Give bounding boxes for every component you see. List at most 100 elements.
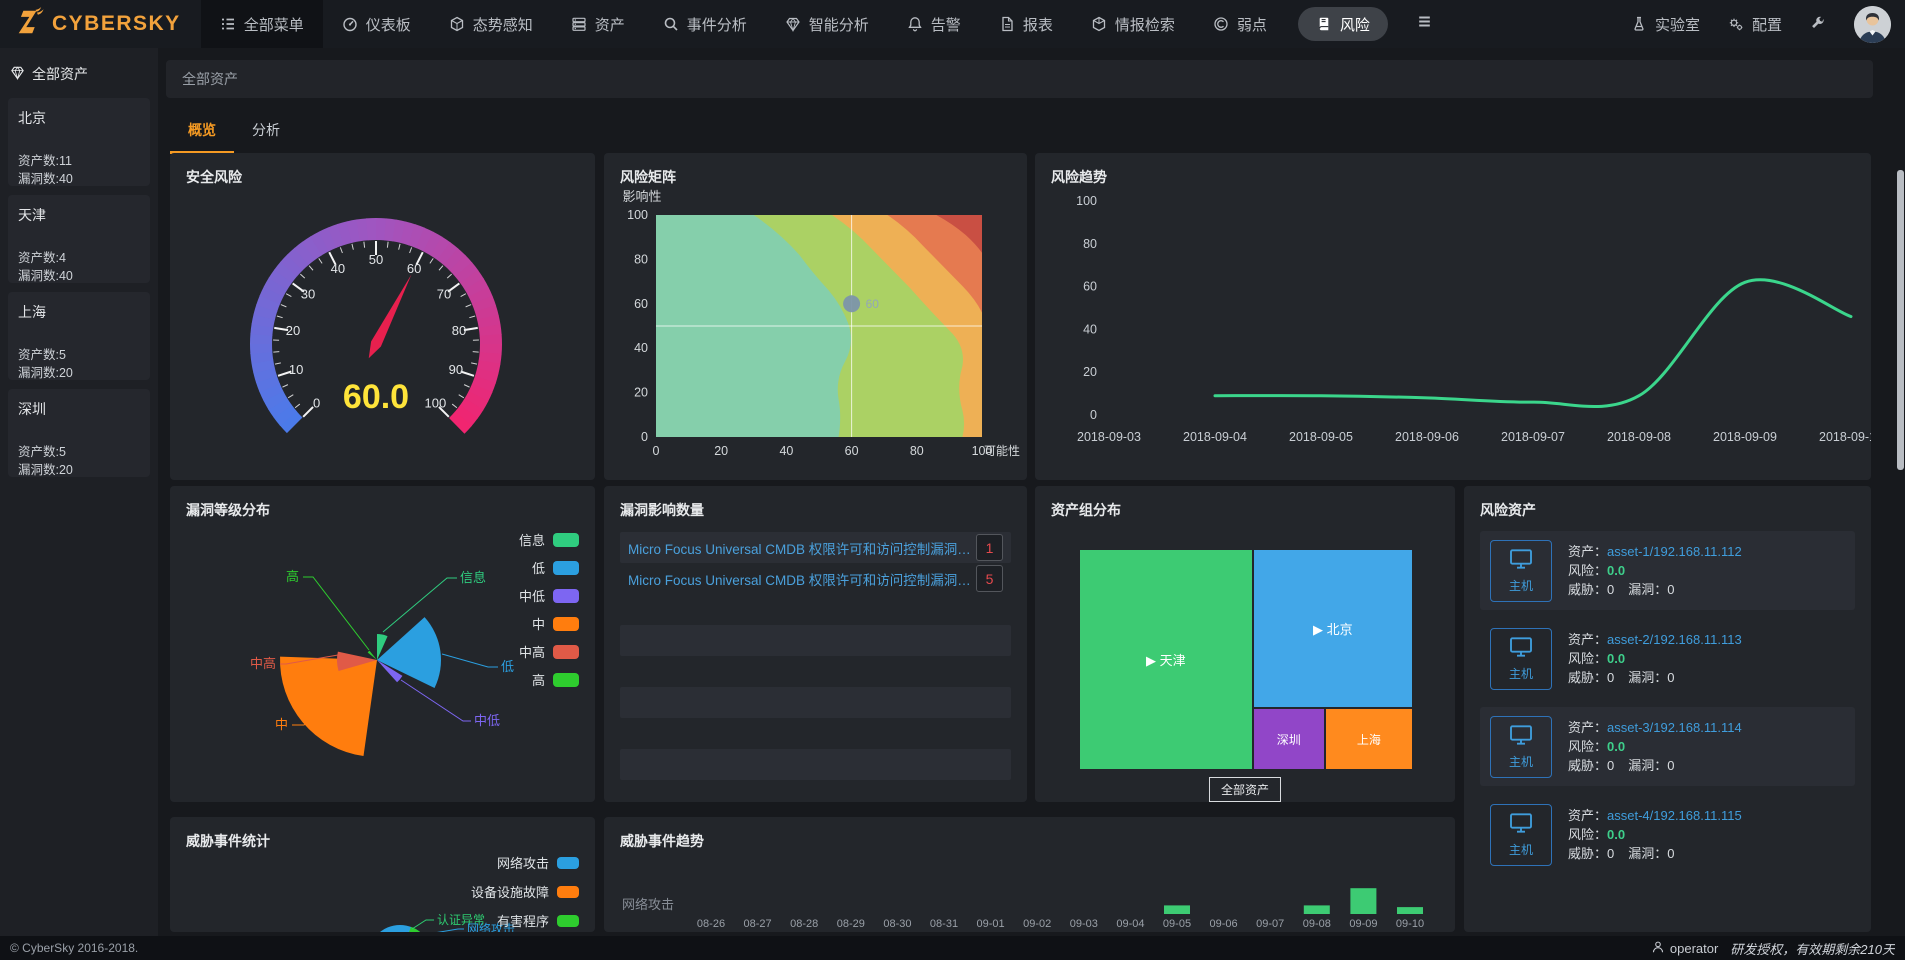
nav-item-lab[interactable]: 实验室 — [1631, 14, 1700, 35]
legend-item-信息[interactable]: 信息 — [519, 530, 579, 549]
svg-text:信息: 信息 — [460, 570, 486, 585]
svg-text:100: 100 — [627, 208, 648, 222]
group-name: 天津 — [18, 207, 46, 223]
treemap-node-北京[interactable]: ▶ 北京 — [1252, 549, 1413, 709]
legend-item-网络攻击[interactable]: 网络攻击 — [497, 853, 579, 872]
sidebar-group-天津[interactable]: 天津 资产数:4 漏洞数:40 — [8, 195, 150, 283]
legend-item-低[interactable]: 低 — [532, 558, 579, 577]
nav-item-情报检索[interactable]: 情报检索 — [1072, 0, 1194, 48]
more-menu-button[interactable] — [1400, 0, 1449, 48]
breadcrumb: 全部资产 — [166, 60, 1873, 98]
svg-text:60: 60 — [866, 297, 880, 311]
sidebar-group-深圳[interactable]: 深圳 资产数:5 漏洞数:20 — [8, 389, 150, 477]
asset-label: 资产： — [1568, 808, 1608, 823]
svg-text:高: 高 — [286, 569, 299, 584]
nav-item-弱点[interactable]: 弱点 — [1194, 0, 1286, 48]
tab-概览[interactable]: 概览 — [170, 110, 234, 154]
svg-text:0: 0 — [653, 444, 660, 458]
treemap-node-天津[interactable]: ▶ 天津 — [1079, 549, 1253, 770]
svg-text:09-10: 09-10 — [1396, 918, 1424, 930]
legend-color-chip — [557, 914, 579, 927]
svg-text:80: 80 — [452, 323, 466, 338]
treemap-right-column: ▶ 北京 深圳 上海 — [1252, 549, 1413, 770]
asset-name-line: 资产：asset-1/192.168.11.112 — [1568, 542, 1742, 561]
vuln-impact-row: Micro Focus Universal CMDB 权限许可和访问控制漏洞5.… — [620, 532, 1011, 563]
asset-risk-line: 风险：0.0 — [1568, 561, 1742, 580]
host-icon-box[interactable]: 主机 — [1490, 627, 1552, 690]
legend-color-chip — [553, 560, 579, 575]
host-icon-box[interactable]: 主机 — [1490, 803, 1552, 866]
nav-item-告警[interactable]: 告警 — [888, 0, 980, 48]
wrench-tool-button[interactable] — [1810, 16, 1826, 32]
vuln-impact-row — [620, 749, 1011, 780]
nav-item-全部菜单[interactable]: 全部菜单 — [200, 0, 323, 48]
logo[interactable]: CYBERSKY — [0, 6, 201, 42]
host-icon-box[interactable]: 主机 — [1490, 539, 1552, 602]
group-vuln-count: 漏洞数:40 — [18, 269, 73, 283]
asset-name-link[interactable]: asset-4/192.168.11.115 — [1607, 808, 1742, 823]
asset-name-link[interactable]: asset-2/192.168.11.113 — [1607, 632, 1742, 647]
asset-name-link[interactable]: asset-1/192.168.11.112 — [1607, 544, 1742, 559]
nav-item-label: 报表 — [1022, 16, 1053, 34]
svg-text:09-04: 09-04 — [1116, 918, 1144, 930]
treemap-node-label: 上海 — [1356, 732, 1381, 747]
risk-value: 0.0 — [1607, 651, 1626, 666]
svg-text:2018-09-10: 2018-09-10 — [1819, 430, 1871, 444]
user-avatar[interactable] — [1854, 5, 1891, 43]
nav-item-label: 事件分析 — [686, 16, 747, 34]
scrollbar-thumb[interactable] — [1897, 170, 1904, 470]
svg-text:20: 20 — [714, 444, 728, 458]
vuln-link[interactable]: Micro Focus Universal CMDB 权限许可和访问控制漏洞7.… — [628, 572, 976, 588]
vuln-value: 0 — [1667, 846, 1675, 861]
nav-item-智能分析[interactable]: 智能分析 — [766, 0, 888, 48]
asset-info: 资产：asset-4/192.168.11.115 风险：0.0 威胁：0 漏洞：0 — [1568, 806, 1742, 863]
legend-item-中高[interactable]: 中高 — [519, 642, 579, 661]
vuln-impact-row: Micro Focus Universal CMDB 权限许可和访问控制漏洞7.… — [620, 563, 1011, 594]
group-name: 深圳 — [18, 401, 46, 417]
host-icon-box[interactable]: 主机 — [1490, 715, 1552, 778]
legend-item-中低[interactable]: 中低 — [519, 586, 579, 605]
nav-item-事件分析[interactable]: 事件分析 — [644, 0, 766, 48]
group-vuln-count: 漏洞数:20 — [18, 366, 73, 380]
sidebar-group-北京[interactable]: 北京 资产数:11 漏洞数:40 — [8, 98, 150, 186]
situation-cube-icon — [449, 16, 465, 32]
treemap-node-上海[interactable]: 上海 — [1324, 708, 1413, 770]
vuln-value: 0 — [1667, 758, 1675, 773]
legend-item-有害程序[interactable]: 有害程序 — [497, 911, 579, 930]
footer-user[interactable]: operator — [1651, 940, 1718, 957]
treemap-all-assets-button[interactable]: 全部资产 — [1208, 777, 1282, 802]
svg-text:10: 10 — [289, 362, 303, 377]
treemap-node-深圳[interactable]: 深圳 — [1252, 708, 1325, 770]
vuln-impact-row — [620, 625, 1011, 656]
asset-name-link[interactable]: asset-3/192.168.11.114 — [1607, 720, 1742, 735]
asset-risk-line: 风险：0.0 — [1568, 649, 1742, 668]
nav-item-config[interactable]: 配置 — [1728, 14, 1782, 35]
legend-item-高[interactable]: 高 — [532, 670, 579, 689]
vuln-link[interactable]: Micro Focus Universal CMDB 权限许可和访问控制漏洞5.… — [628, 541, 976, 557]
nav-item-label: 情报检索 — [1114, 16, 1175, 34]
legend-item-设备设施故障[interactable]: 设备设施故障 — [471, 882, 579, 901]
svg-text:08-31: 08-31 — [930, 918, 958, 930]
vuln-impact-row — [620, 594, 1011, 625]
tab-分析[interactable]: 分析 — [252, 122, 280, 138]
vuln-label: 漏洞： — [1628, 670, 1668, 685]
legend-label: 有害程序 — [496, 914, 549, 929]
risk-asset-row: 主机 资产：asset-3/192.168.11.114 风险：0.0 威胁：0 漏洞：… — [1480, 707, 1855, 786]
svg-text:0: 0 — [1090, 408, 1097, 422]
nav-item-报表[interactable]: 报表 — [980, 0, 1072, 48]
sidebar-group-上海[interactable]: 上海 资产数:5 漏洞数:20 — [8, 292, 150, 380]
risk-label: 风险： — [1568, 651, 1608, 666]
svg-text:低: 低 — [501, 659, 514, 674]
nav-item-仪表板[interactable]: 仪表板 — [323, 0, 430, 48]
svg-text:09-08: 09-08 — [1303, 918, 1331, 930]
nav-item-资产[interactable]: 资产 — [552, 0, 644, 48]
nav-item-态势感知[interactable]: 态势感知 — [430, 0, 552, 48]
svg-text:70: 70 — [437, 287, 451, 302]
risk-asset-row: 主机 资产：asset-2/192.168.11.113 风险：0.0 威胁：0 漏洞：… — [1480, 619, 1855, 698]
svg-text:60.0: 60.0 — [343, 378, 409, 416]
nav-item-风险[interactable]: 风险 — [1297, 7, 1388, 41]
vuln-impact-row — [620, 718, 1011, 749]
legend-item-中[interactable]: 中 — [532, 614, 579, 633]
